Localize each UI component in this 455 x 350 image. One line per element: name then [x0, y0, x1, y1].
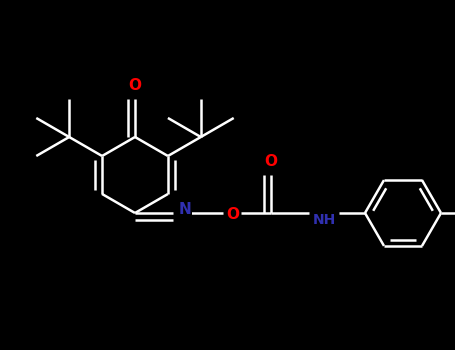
Text: NH: NH: [313, 213, 334, 226]
Text: N: N: [179, 202, 192, 217]
Text: O: O: [128, 78, 142, 93]
Text: NH: NH: [313, 212, 336, 226]
Text: O: O: [129, 78, 141, 92]
Text: N: N: [179, 203, 191, 217]
Text: O: O: [227, 207, 239, 222]
Text: O: O: [227, 208, 239, 222]
Text: O: O: [265, 154, 277, 168]
Text: O: O: [264, 154, 278, 169]
